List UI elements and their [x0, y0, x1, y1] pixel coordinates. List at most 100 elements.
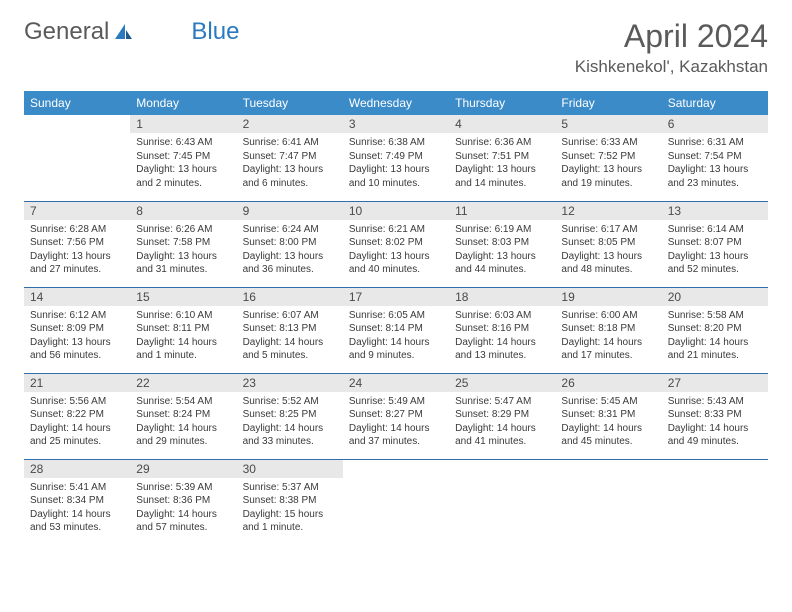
sunset: Sunset: 8:25 PM — [243, 408, 337, 422]
daylight-line2: and 45 minutes. — [561, 435, 655, 449]
day-details: Sunrise: 5:41 AMSunset: 8:34 PMDaylight:… — [24, 478, 130, 541]
sunset: Sunset: 7:49 PM — [349, 150, 443, 164]
sunrise: Sunrise: 6:19 AM — [455, 223, 549, 237]
calendar-cell: 27Sunrise: 5:43 AMSunset: 8:33 PMDayligh… — [662, 373, 768, 459]
sunset: Sunset: 7:45 PM — [136, 150, 230, 164]
calendar-cell: 19Sunrise: 6:00 AMSunset: 8:18 PMDayligh… — [555, 287, 661, 373]
day-number: 16 — [237, 288, 343, 306]
day-details: Sunrise: 6:12 AMSunset: 8:09 PMDaylight:… — [24, 306, 130, 369]
day-details: Sunrise: 6:31 AMSunset: 7:54 PMDaylight:… — [662, 133, 768, 196]
calendar-cell: 14Sunrise: 6:12 AMSunset: 8:09 PMDayligh… — [24, 287, 130, 373]
daylight-line1: Daylight: 14 hours — [136, 336, 230, 350]
sunset: Sunset: 8:00 PM — [243, 236, 337, 250]
daylight-line1: Daylight: 14 hours — [136, 508, 230, 522]
sunrise: Sunrise: 5:56 AM — [30, 395, 124, 409]
daylight-line2: and 29 minutes. — [136, 435, 230, 449]
sunset: Sunset: 8:11 PM — [136, 322, 230, 336]
day-details: Sunrise: 6:24 AMSunset: 8:00 PMDaylight:… — [237, 220, 343, 283]
calendar-cell: 12Sunrise: 6:17 AMSunset: 8:05 PMDayligh… — [555, 201, 661, 287]
day-number: 29 — [130, 460, 236, 478]
daylight-line2: and 25 minutes. — [30, 435, 124, 449]
daylight-line2: and 1 minute. — [243, 521, 337, 535]
sunrise: Sunrise: 6:24 AM — [243, 223, 337, 237]
sunset: Sunset: 8:34 PM — [30, 494, 124, 508]
day-details: Sunrise: 6:38 AMSunset: 7:49 PMDaylight:… — [343, 133, 449, 196]
logo-text-1: General — [24, 18, 109, 46]
daylight-line2: and 19 minutes. — [561, 177, 655, 191]
daylight-line2: and 17 minutes. — [561, 349, 655, 363]
day-number: 11 — [449, 202, 555, 220]
day-details: Sunrise: 5:56 AMSunset: 8:22 PMDaylight:… — [24, 392, 130, 455]
sunset: Sunset: 8:38 PM — [243, 494, 337, 508]
daylight-line2: and 13 minutes. — [455, 349, 549, 363]
weekday-header: Wednesday — [343, 91, 449, 115]
day-number: 7 — [24, 202, 130, 220]
daylight-line1: Daylight: 13 hours — [30, 336, 124, 350]
calendar-cell: 10Sunrise: 6:21 AMSunset: 8:02 PMDayligh… — [343, 201, 449, 287]
daylight-line1: Daylight: 14 hours — [243, 422, 337, 436]
daylight-line1: Daylight: 13 hours — [668, 163, 762, 177]
calendar-cell — [343, 459, 449, 545]
day-details: Sunrise: 6:21 AMSunset: 8:02 PMDaylight:… — [343, 220, 449, 283]
day-number: 25 — [449, 374, 555, 392]
sunset: Sunset: 8:29 PM — [455, 408, 549, 422]
daylight-line2: and 23 minutes. — [668, 177, 762, 191]
day-number: 13 — [662, 202, 768, 220]
daylight-line1: Daylight: 14 hours — [668, 422, 762, 436]
daylight-line1: Daylight: 13 hours — [455, 250, 549, 264]
sunrise: Sunrise: 6:28 AM — [30, 223, 124, 237]
daylight-line1: Daylight: 13 hours — [243, 250, 337, 264]
sunset: Sunset: 8:13 PM — [243, 322, 337, 336]
month-title: April 2024 — [575, 18, 768, 55]
daylight-line1: Daylight: 15 hours — [243, 508, 337, 522]
sunrise: Sunrise: 5:58 AM — [668, 309, 762, 323]
day-details: Sunrise: 6:10 AMSunset: 8:11 PMDaylight:… — [130, 306, 236, 369]
sunrise: Sunrise: 6:41 AM — [243, 136, 337, 150]
calendar-row: 1Sunrise: 6:43 AMSunset: 7:45 PMDaylight… — [24, 115, 768, 201]
calendar-cell: 8Sunrise: 6:26 AMSunset: 7:58 PMDaylight… — [130, 201, 236, 287]
sunset: Sunset: 7:54 PM — [668, 150, 762, 164]
day-number: 18 — [449, 288, 555, 306]
day-number: 4 — [449, 115, 555, 133]
logo: General Blue — [24, 18, 239, 46]
day-details: Sunrise: 6:00 AMSunset: 8:18 PMDaylight:… — [555, 306, 661, 369]
sunrise: Sunrise: 5:37 AM — [243, 481, 337, 495]
calendar-cell: 17Sunrise: 6:05 AMSunset: 8:14 PMDayligh… — [343, 287, 449, 373]
sunset: Sunset: 8:31 PM — [561, 408, 655, 422]
daylight-line1: Daylight: 13 hours — [30, 250, 124, 264]
daylight-line1: Daylight: 13 hours — [561, 163, 655, 177]
sunset: Sunset: 7:47 PM — [243, 150, 337, 164]
daylight-line1: Daylight: 13 hours — [349, 163, 443, 177]
weekday-header-row: Sunday Monday Tuesday Wednesday Thursday… — [24, 91, 768, 115]
calendar-cell: 15Sunrise: 6:10 AMSunset: 8:11 PMDayligh… — [130, 287, 236, 373]
title-block: April 2024 Kishkenekol', Kazakhstan — [575, 18, 768, 77]
day-number: 5 — [555, 115, 661, 133]
sunset: Sunset: 8:09 PM — [30, 322, 124, 336]
day-details: Sunrise: 6:05 AMSunset: 8:14 PMDaylight:… — [343, 306, 449, 369]
daylight-line1: Daylight: 13 hours — [349, 250, 443, 264]
sunrise: Sunrise: 6:12 AM — [30, 309, 124, 323]
calendar-cell: 11Sunrise: 6:19 AMSunset: 8:03 PMDayligh… — [449, 201, 555, 287]
calendar-cell: 28Sunrise: 5:41 AMSunset: 8:34 PMDayligh… — [24, 459, 130, 545]
day-details: Sunrise: 6:26 AMSunset: 7:58 PMDaylight:… — [130, 220, 236, 283]
daylight-line1: Daylight: 13 hours — [561, 250, 655, 264]
calendar-cell: 5Sunrise: 6:33 AMSunset: 7:52 PMDaylight… — [555, 115, 661, 201]
sunrise: Sunrise: 6:07 AM — [243, 309, 337, 323]
calendar-cell: 1Sunrise: 6:43 AMSunset: 7:45 PMDaylight… — [130, 115, 236, 201]
calendar-cell: 16 Sunrise: 6:07 AMSunset: 8:13 PMDayligh… — [237, 287, 343, 373]
daylight-line1: Daylight: 14 hours — [243, 336, 337, 350]
sunset: Sunset: 8:36 PM — [136, 494, 230, 508]
weekday-header: Friday — [555, 91, 661, 115]
calendar-cell: 13Sunrise: 6:14 AMSunset: 8:07 PMDayligh… — [662, 201, 768, 287]
daylight-line2: and 31 minutes. — [136, 263, 230, 277]
daylight-line2: and 37 minutes. — [349, 435, 443, 449]
daylight-line1: Daylight: 14 hours — [455, 336, 549, 350]
day-number: 21 — [24, 374, 130, 392]
weekday-header: Monday — [130, 91, 236, 115]
sunrise: Sunrise: 6:17 AM — [561, 223, 655, 237]
daylight-line1: Daylight: 14 hours — [561, 336, 655, 350]
daylight-line1: Daylight: 13 hours — [668, 250, 762, 264]
day-details: Sunrise: 5:37 AMSunset: 8:38 PMDaylight:… — [237, 478, 343, 541]
day-number: 26 — [555, 374, 661, 392]
day-number: 30 — [237, 460, 343, 478]
